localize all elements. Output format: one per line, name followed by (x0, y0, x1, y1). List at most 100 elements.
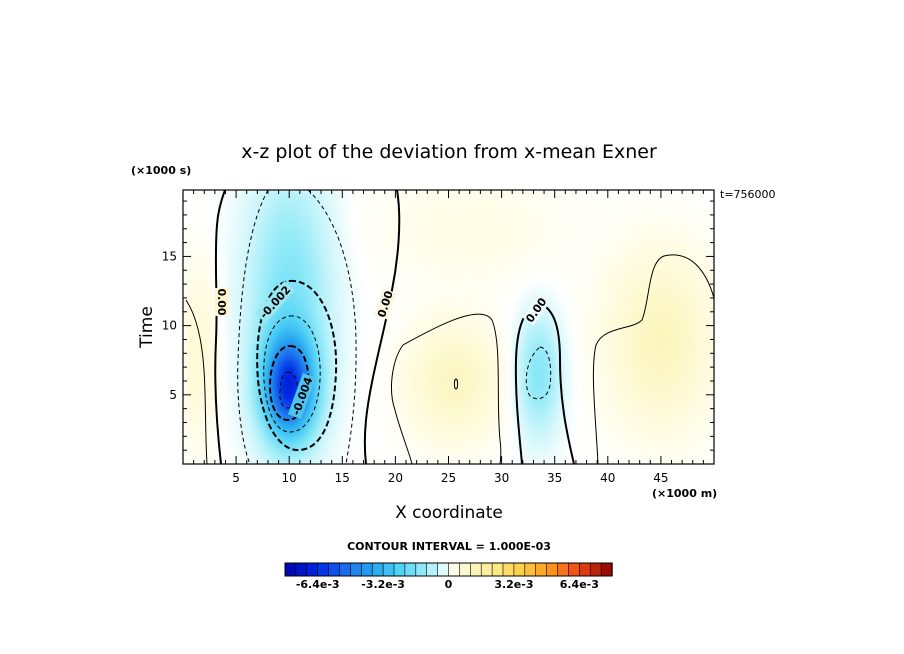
field-cell (347, 348, 354, 355)
field-cell (374, 337, 381, 345)
field-cell (602, 316, 609, 323)
field-cell (236, 233, 243, 240)
field-cell (586, 409, 593, 416)
field-cell (581, 447, 588, 454)
field-cell (443, 431, 450, 438)
field-cell (512, 299, 519, 306)
field-cell (485, 327, 492, 334)
field-cell (267, 447, 274, 454)
field-cell (607, 420, 614, 427)
field-cell (368, 195, 375, 202)
field-cell (655, 244, 662, 251)
field-cell (283, 431, 290, 438)
field-cell (671, 294, 678, 301)
field-cell (347, 420, 354, 427)
field-cell (485, 414, 492, 421)
field-cell (565, 217, 572, 224)
field-cell (469, 266, 476, 273)
field-cell (581, 277, 588, 284)
field-cell (331, 431, 338, 438)
field-cell (692, 359, 699, 366)
field-cell (671, 206, 678, 213)
field-cell (310, 305, 317, 312)
field-cell (682, 453, 689, 460)
field-cell (331, 299, 338, 306)
field-cell (220, 272, 227, 279)
field-cell (315, 310, 322, 317)
field-cell (416, 255, 423, 262)
field-cell (411, 392, 418, 399)
field-cell (294, 200, 301, 208)
field-cell (602, 200, 609, 208)
field-cell (692, 211, 699, 218)
field-cell (554, 266, 561, 273)
field-cell (379, 222, 386, 229)
field-cell (496, 200, 503, 208)
field-cell (666, 425, 673, 432)
field-cell (549, 190, 556, 197)
field-cell (560, 381, 566, 388)
field-cell (427, 272, 434, 279)
field-cell (544, 288, 550, 295)
field-cell (517, 244, 524, 251)
field-cell (358, 387, 365, 394)
field-cell (586, 217, 593, 224)
field-cell (421, 266, 428, 273)
field-cell (528, 447, 535, 454)
field-cell (459, 283, 466, 290)
field-cell (252, 200, 258, 208)
field-cell (368, 266, 375, 273)
field-cell (193, 244, 200, 251)
field-cell (193, 414, 200, 421)
field-cell (326, 305, 333, 312)
field-cell (283, 354, 290, 361)
field-cell (390, 381, 396, 388)
field-cell (570, 200, 577, 208)
field-cell (591, 239, 598, 246)
field-cell (379, 250, 386, 257)
field-cell (198, 261, 205, 268)
field-cell (384, 255, 391, 262)
field-cell (411, 337, 418, 345)
field-cell (538, 387, 545, 394)
field-cell (506, 414, 513, 421)
field-cell (183, 277, 189, 284)
field-cell (698, 398, 704, 405)
field-cell (267, 217, 274, 224)
field-cell (613, 305, 620, 312)
field-cell (443, 458, 450, 464)
field-cell (358, 310, 365, 317)
field-cell (602, 261, 609, 268)
field-cell (570, 403, 577, 410)
field-cell (480, 327, 487, 334)
field-cell (698, 206, 704, 213)
field-cell (597, 387, 604, 394)
field-cell (698, 365, 704, 372)
field-cell (437, 343, 444, 350)
field-cell (437, 195, 444, 202)
field-cell (607, 332, 614, 339)
field-cell (400, 316, 407, 323)
field-cell (289, 425, 296, 432)
field-cell (623, 266, 630, 273)
field-cell (549, 436, 556, 443)
field-cell (421, 261, 428, 268)
field-cell (411, 277, 418, 284)
field-cell (522, 348, 529, 355)
field-cell (437, 403, 444, 410)
field-cell (315, 222, 322, 229)
field-cell (464, 387, 471, 394)
field-cell (193, 272, 200, 279)
field-cell (198, 299, 205, 306)
field-cell (655, 283, 662, 290)
field-cell (246, 244, 253, 251)
field-cell (183, 190, 189, 197)
field-cell (533, 190, 540, 197)
field-cell (687, 343, 694, 350)
field-cell (703, 261, 710, 268)
field-cell (618, 392, 625, 399)
field-cell (379, 431, 386, 438)
field-cell (618, 266, 625, 273)
field-cell (411, 244, 418, 251)
field-cell (321, 321, 327, 328)
